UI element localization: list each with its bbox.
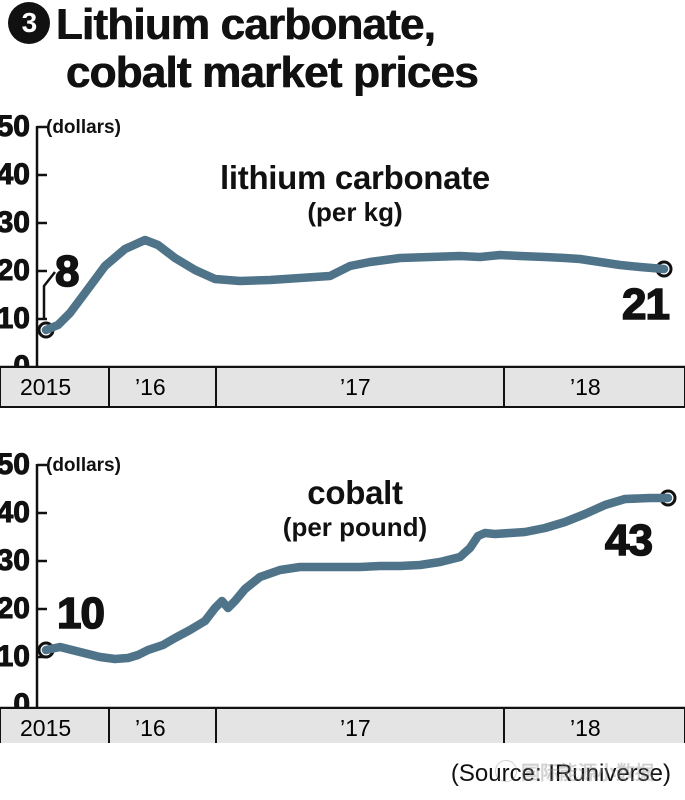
svg-text:30: 30 [0, 206, 30, 239]
svg-text:2015: 2015 [20, 715, 71, 741]
svg-text:10: 10 [57, 589, 104, 638]
svg-text:’18: ’18 [570, 374, 601, 400]
svg-text:30: 30 [0, 544, 30, 577]
svg-text:20: 20 [0, 592, 30, 625]
svg-text:43: 43 [605, 516, 652, 565]
svg-text:10: 10 [0, 302, 30, 335]
svg-text:21: 21 [622, 280, 669, 329]
svg-text:’17: ’17 [340, 715, 371, 741]
svg-text:’18: ’18 [570, 715, 601, 741]
svg-text:’16: ’16 [135, 374, 166, 400]
svg-text:2015: 2015 [20, 374, 71, 400]
svg-text:(dollars): (dollars) [46, 117, 121, 138]
svg-text:20: 20 [0, 254, 30, 287]
svg-text:’16: ’16 [135, 715, 166, 741]
svg-text:cobalt: cobalt [307, 474, 403, 511]
svg-text:50: 50 [0, 110, 30, 143]
svg-text:(per pound): (per pound) [283, 512, 427, 542]
svg-text:’17: ’17 [340, 374, 371, 400]
svg-text:40: 40 [0, 496, 30, 529]
svg-text:8: 8 [55, 247, 79, 296]
svg-text:(per kg): (per kg) [307, 197, 402, 227]
svg-text:10: 10 [0, 640, 30, 673]
svg-text:lithium carbonate: lithium carbonate [220, 159, 490, 196]
svg-text:40: 40 [0, 158, 30, 191]
svg-text:50: 50 [0, 448, 30, 481]
svg-text:(dollars): (dollars) [46, 455, 121, 476]
